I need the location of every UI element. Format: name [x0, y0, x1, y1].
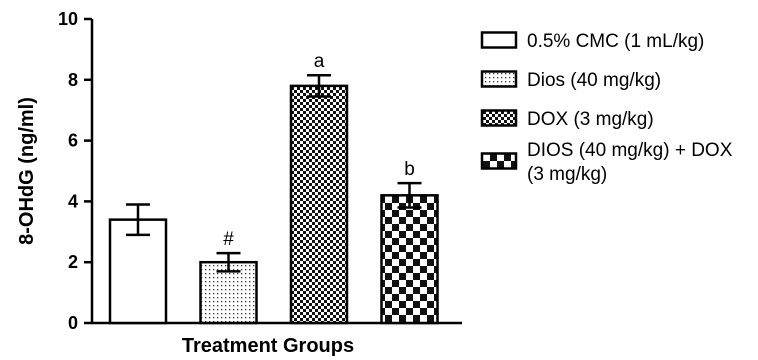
bar: [289, 84, 349, 325]
legend: 0.5% CMC (1 mL/kg) Dios (40 mg/kg) DOX (3 …: [480, 31, 733, 185]
significance-label: b: [404, 159, 415, 180]
significance-label: a: [314, 51, 325, 72]
y-tick-label: 8: [68, 70, 78, 90]
y-tick-label: 4: [68, 191, 78, 211]
y-tick-label: 0: [68, 313, 78, 333]
bars: # a b: [108, 51, 439, 325]
y-axis-title: 8-OHdG (ng/ml): [16, 97, 38, 245]
legend-swatch: [480, 109, 518, 127]
bar: [108, 218, 168, 325]
legend-swatch: [480, 31, 518, 49]
legend-label: DOX (3 mg/kg): [527, 109, 654, 130]
legend-swatch: [480, 152, 518, 170]
legend-label: DIOS (40 mg/kg) + DOX: [527, 140, 733, 161]
bar: [380, 194, 439, 325]
x-axis-title: Treatment Groups: [182, 335, 354, 357]
y-tick-label: 10: [58, 9, 78, 29]
y-tick-label: 2: [68, 252, 78, 272]
legend-label: (3 mg/kg): [527, 164, 607, 185]
significance-label: #: [223, 229, 234, 250]
y-tick-label: 6: [68, 131, 78, 151]
legend-label: 0.5% CMC (1 mL/kg): [527, 31, 704, 52]
legend-swatch: [480, 70, 518, 88]
y-ticks: 0 2 4 6 8 10: [58, 9, 92, 333]
legend-label: Dios (40 mg/kg): [527, 70, 661, 91]
